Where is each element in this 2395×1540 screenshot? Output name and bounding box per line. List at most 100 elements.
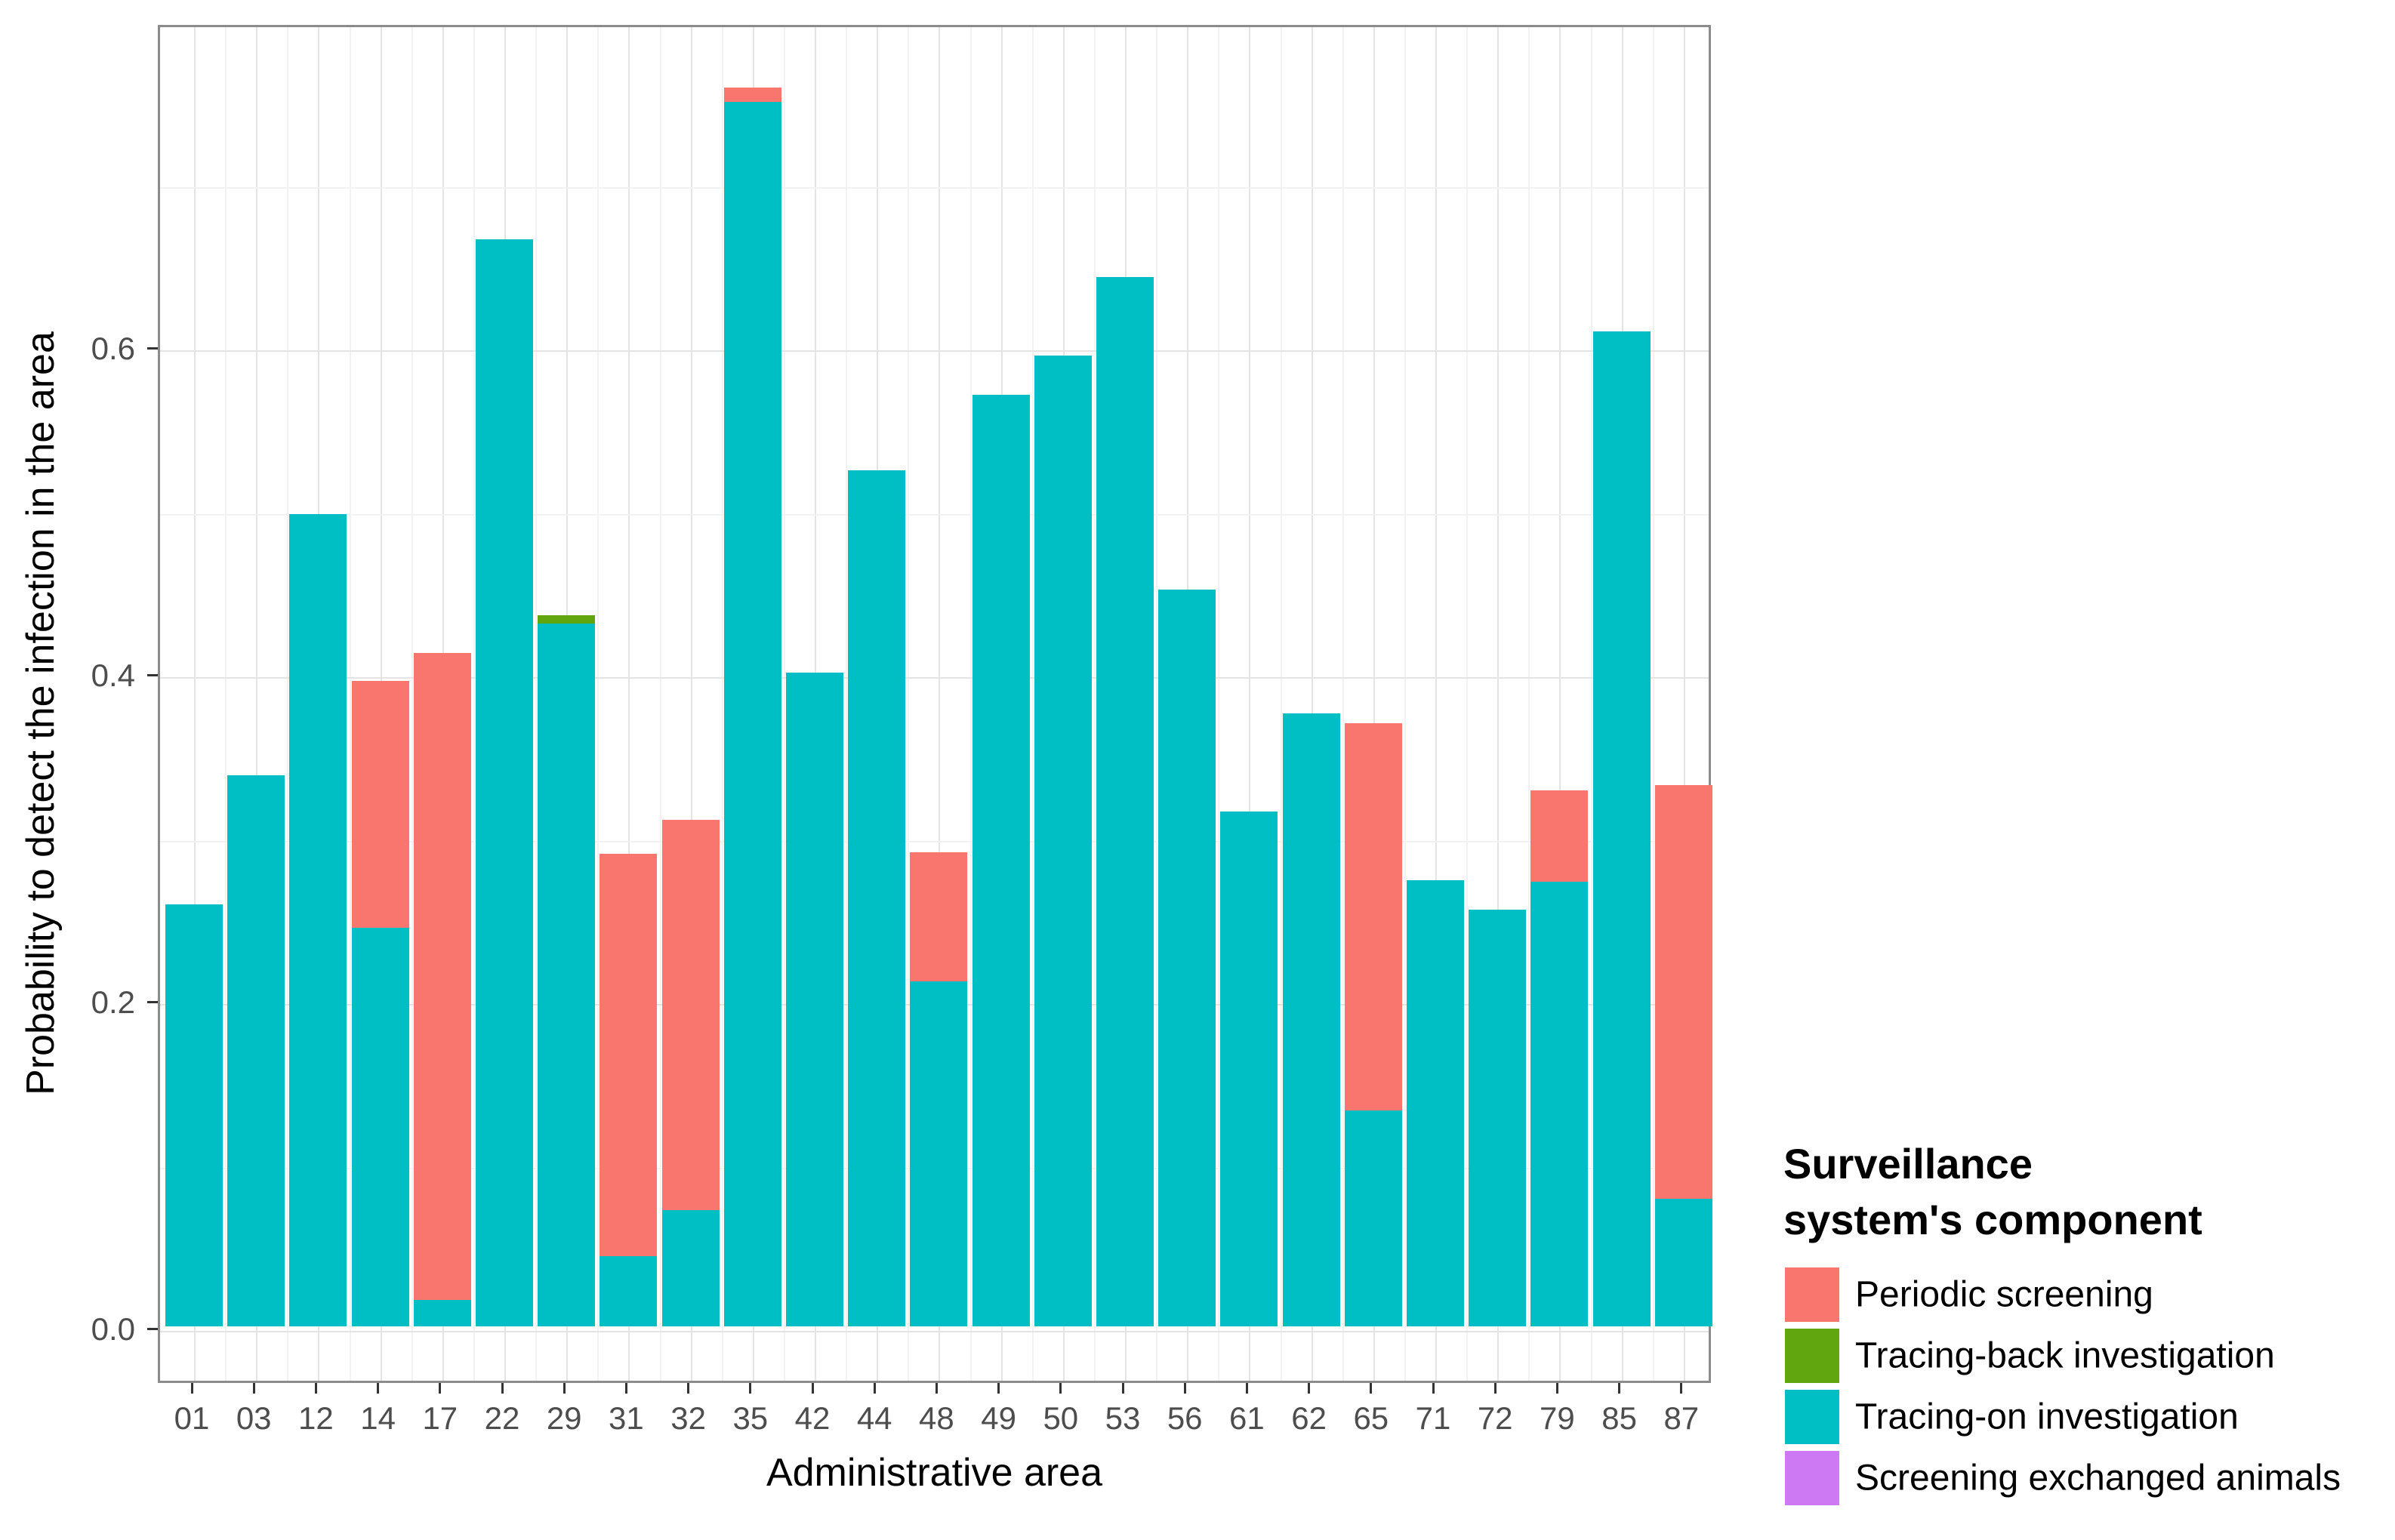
x-tick-label: 48 [919,1400,954,1436]
x-tick-mark [624,1383,627,1394]
v-gridline-minor [1280,27,1282,1381]
bar-segment-tracing-on-investigation [1034,356,1092,1326]
v-gridline-minor [1404,27,1406,1381]
x-tick-label: 03 [236,1400,272,1436]
v-gridline-major [194,27,196,1381]
y-tick-label: 0.6 [91,331,135,366]
x-tick-mark [997,1383,1000,1394]
h-gridline-major [160,1331,1709,1332]
h-gridline-minor [160,186,1709,189]
x-tick-label: 01 [174,1400,210,1436]
x-tick-label: 44 [856,1400,892,1436]
x-axis-title: Administrative area [766,1451,1103,1495]
bar-stack [538,615,596,1326]
bar-segment-tracing-on-investigation [538,624,596,1326]
x-tick-mark [1618,1383,1621,1394]
bar-stack [910,852,968,1326]
v-gridline-minor [1528,27,1530,1381]
bar-stack [972,394,1030,1326]
bar-segment-tracing-on-investigation [1469,909,1527,1326]
x-tick-label: 14 [360,1400,396,1436]
x-tick-mark [1432,1383,1435,1394]
x-tick-label: 61 [1229,1400,1265,1436]
x-tick-label: 12 [298,1400,334,1436]
x-tick-mark [811,1383,814,1394]
x-tick-mark [377,1383,380,1394]
x-tick-mark [1370,1383,1373,1394]
h-gridline-major [160,677,1709,679]
bar-segment-tracing-on-investigation [910,981,968,1326]
v-gridline-minor [969,27,972,1381]
bar-stack [1220,812,1278,1326]
bar-segment-tracing-on-investigation [600,1255,658,1326]
legend-title: Surveillance system's component [1783,1136,2202,1248]
bar-segment-periodic-screening [1344,723,1402,1111]
x-tick-mark [873,1383,876,1394]
x-tick-mark [935,1383,938,1394]
x-tick-mark [1059,1383,1062,1394]
v-gridline-minor [659,27,661,1381]
bar-stack [289,514,347,1326]
bar-segment-periodic-screening [1530,790,1589,882]
legend-title-line-1: Surveillance [1783,1140,2033,1187]
bar-stack [476,239,533,1326]
x-tick-label: 87 [1663,1400,1700,1436]
y-tick-mark [147,1000,158,1003]
bar-segment-tracing-on-investigation [786,673,843,1326]
x-tick-label: 31 [609,1400,644,1436]
bar-stack [1158,589,1216,1326]
bar-segment-tracing-on-investigation [413,1300,471,1326]
y-tick-label: 0.2 [91,984,135,1020]
legend-item-label: Screening exchanged animals [1855,1458,2341,1498]
x-tick-mark [1308,1383,1311,1394]
x-tick-label: 42 [794,1400,831,1436]
bar-segment-tracing-on-investigation [351,927,409,1326]
v-gridline-minor [411,27,413,1381]
v-gridline-minor [1218,27,1220,1381]
x-tick-mark [563,1383,566,1394]
v-gridline-minor [1652,27,1654,1381]
v-gridline-minor [1156,27,1158,1381]
legend-item: Tracing-on investigation [1783,1389,2239,1444]
legend-item-label: Periodic screening [1855,1274,2153,1315]
bar-stack [848,470,906,1326]
v-gridline-major [1311,27,1313,1381]
y-tick-mark [147,1327,158,1330]
bar-stack [786,673,843,1326]
v-gridline-minor [721,27,723,1381]
chart-panel [158,25,1712,1383]
bar-stack [413,653,471,1326]
bar-segment-tracing-on-investigation [1220,812,1278,1326]
v-gridline-minor [908,27,910,1381]
v-gridline-minor [473,27,475,1381]
x-tick-mark [1121,1383,1124,1394]
v-gridline-minor [1590,27,1592,1381]
bar-stack [227,775,285,1326]
x-tick-label: 32 [670,1400,706,1436]
bar-segment-periodic-screening [351,680,409,928]
x-tick-label: 22 [484,1400,520,1436]
bar-stack [1282,713,1340,1326]
x-tick-mark [190,1383,193,1394]
x-tick-mark [1680,1383,1683,1394]
v-gridline-major [628,27,630,1381]
v-gridline-major [939,27,941,1381]
bar-segment-tracing-on-investigation [661,1210,720,1326]
bar-stack [661,819,720,1326]
x-tick-mark [1245,1383,1248,1394]
bar-segment-tracing-on-investigation [848,470,906,1326]
v-gridline-minor [1093,27,1096,1381]
bar-stack [1096,277,1154,1326]
x-tick-label: 62 [1291,1400,1327,1436]
h-gridline-minor [160,513,1709,516]
y-tick-mark [147,673,158,676]
v-gridline-minor [783,27,785,1381]
v-gridline-minor [349,27,351,1381]
bar-stack [1344,723,1402,1326]
v-gridline-major [690,27,692,1381]
v-gridline-minor [225,27,227,1381]
legend-key-swatch [1785,1328,1839,1383]
bar-stack [1654,785,1712,1326]
v-gridline-minor [597,27,600,1381]
bar-segment-tracing-on-investigation [1654,1199,1712,1326]
